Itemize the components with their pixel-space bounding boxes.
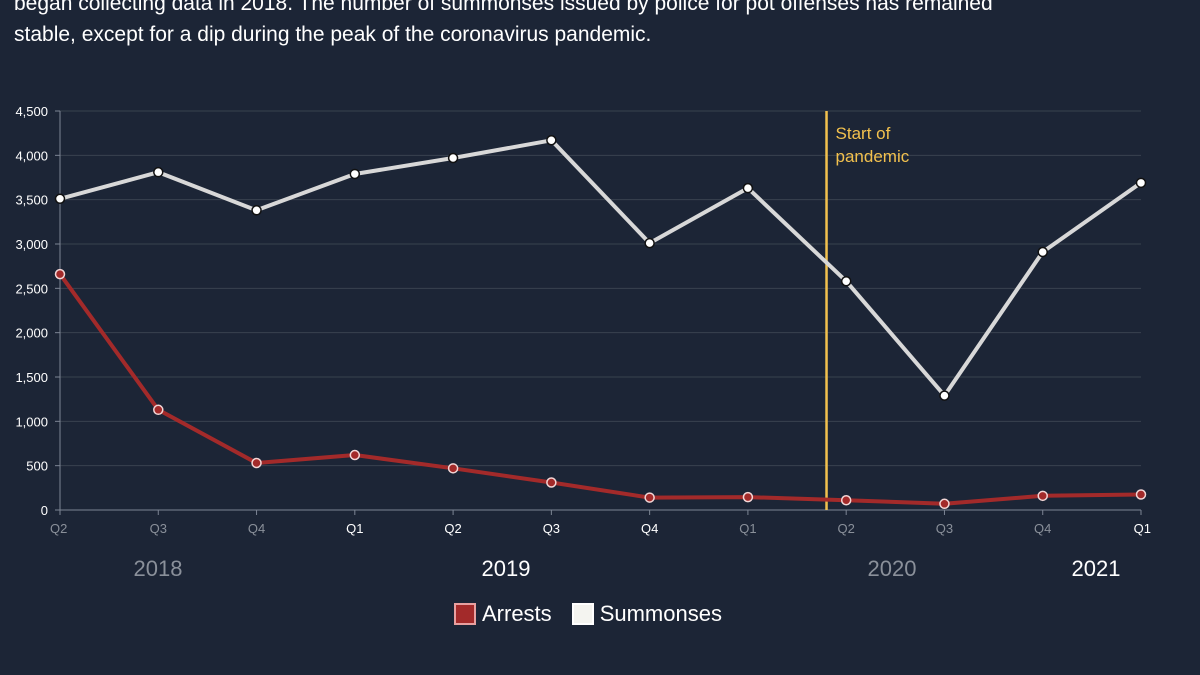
point-summonses-8 [840, 275, 852, 287]
y-tick-label-3500: 3,500 [15, 193, 48, 208]
y-tick-label-3000: 3,000 [15, 237, 48, 252]
point-summonses-4 [447, 152, 459, 164]
point-arrests-6 [644, 492, 655, 503]
y-tick-label-4000: 4,000 [15, 148, 48, 163]
year-label-2021: 2021 [1072, 556, 1121, 581]
point-summonses-9 [939, 390, 950, 401]
legend-item-arrests[interactable]: Arrests [454, 601, 552, 627]
y-tick-label-2500: 2,500 [15, 281, 48, 296]
y-tick-label-0: 0 [41, 503, 48, 518]
point-arrests-2 [251, 457, 262, 469]
point-summonses-10 [1037, 246, 1048, 258]
legend-swatch-arrests [454, 603, 476, 625]
series-line-summonses [58, 138, 1143, 398]
point-arrests-4 [447, 463, 459, 474]
y-tick-label-1500: 1,500 [15, 370, 48, 385]
point-summonses-3 [349, 168, 361, 180]
legend-label-summonses: Summonses [599, 601, 722, 626]
x-tick-label-8: Q2 [838, 521, 855, 536]
x-tick-label-10: Q4 [1034, 521, 1051, 536]
x-tick-label-1: Q3 [150, 521, 167, 536]
legend-label-arrests: Arrests [482, 601, 552, 626]
x-tick-label-5: Q3 [543, 521, 560, 536]
year-label-2019: 2019 [482, 556, 531, 581]
chart-intro-text: began collecting data in 2018. The numbe… [14, 0, 1194, 50]
point-arrests-11 [1135, 489, 1147, 500]
point-arrests-1 [153, 404, 164, 416]
point-summonses-5 [546, 135, 557, 146]
point-arrests-5 [546, 477, 557, 488]
x-tick-label-6: Q4 [641, 521, 658, 536]
legend-swatch-summonses [571, 603, 594, 625]
x-tick-label-4: Q2 [444, 521, 461, 536]
x-tick-label-9: Q3 [936, 521, 953, 536]
year-label-2018: 2018 [134, 556, 183, 581]
y-tick-label-500: 500 [26, 459, 48, 474]
intro-line-1: began collecting data in 2018. The numbe… [14, 0, 993, 15]
x-tick-label-3: Q1 [346, 521, 363, 536]
x-tick-label-0: Q2 [50, 521, 67, 536]
point-summonses-6 [644, 237, 655, 249]
legend-item-summonses[interactable]: Summonses [571, 601, 722, 627]
point-arrests-9 [939, 498, 950, 510]
point-arrests-10 [1037, 490, 1048, 502]
series-line-arrests [58, 272, 1143, 506]
year-label-2020: 2020 [868, 556, 917, 581]
pandemic-annotation-line-2: pandemic [836, 147, 910, 166]
point-summonses-11 [1135, 177, 1147, 189]
x-tick-label-2: Q4 [248, 521, 265, 536]
point-summonses-2 [251, 205, 262, 216]
point-summonses-0 [54, 193, 66, 205]
pandemic-annotation-line-1: Start of [836, 124, 891, 143]
y-tick-label-2000: 2,000 [15, 326, 48, 341]
point-summonses-1 [153, 166, 164, 178]
y-tick-label-1000: 1,000 [15, 414, 48, 429]
y-tick-label-4500: 4,500 [15, 104, 48, 119]
point-summonses-7 [742, 182, 754, 194]
point-arrests-3 [349, 449, 361, 461]
legend: Arrests Summonses [454, 599, 742, 629]
x-tick-label-11: Q1 [1134, 521, 1151, 536]
line-chart: 0 500 1,000 1,500 2,000 2,500 3,000 3,500 4,000 4… [15, 104, 1151, 581]
point-arrests-8 [840, 494, 852, 506]
point-arrests-0 [54, 268, 66, 280]
x-tick-label-7: Q1 [739, 521, 756, 536]
point-arrests-7 [742, 491, 754, 503]
intro-line-2: stable, except for a dip during the peak… [14, 23, 652, 46]
